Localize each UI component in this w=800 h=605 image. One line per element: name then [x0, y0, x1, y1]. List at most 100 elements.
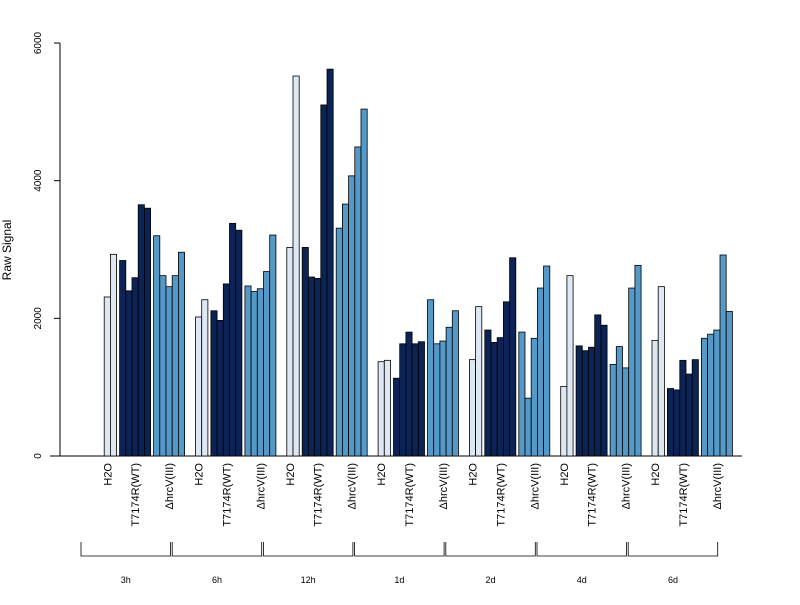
bar: [307, 276, 315, 457]
bar: [165, 286, 173, 457]
bar: [475, 306, 483, 457]
group-label: H2O: [376, 463, 388, 486]
bar: [725, 311, 733, 457]
bar: [490, 342, 498, 457]
bar: [411, 343, 419, 457]
bar: [496, 337, 504, 457]
bar: [110, 253, 118, 457]
timepoint-bracket: [80, 542, 171, 557]
group-label: T7174R(WT): [221, 463, 233, 527]
bar: [445, 326, 453, 457]
bar: [518, 331, 526, 457]
y-axis-label: Raw Signal: [0, 220, 14, 281]
group-label: H2O: [468, 463, 480, 486]
bar: [377, 361, 385, 457]
bar: [360, 108, 368, 457]
bar: [131, 277, 139, 457]
bar: [679, 359, 687, 457]
bar: [210, 310, 218, 457]
bar: [657, 286, 665, 457]
bar: [530, 337, 538, 457]
bar: [691, 359, 699, 457]
bar: [594, 314, 602, 457]
y-tick-label: 6000: [33, 31, 44, 54]
timepoint-bracket: [536, 542, 627, 557]
bar: [103, 296, 111, 457]
bar: [341, 203, 349, 457]
bar: [600, 324, 608, 457]
bar: [320, 104, 328, 457]
bar: [348, 175, 356, 457]
bar: [256, 288, 264, 457]
bar: [171, 275, 179, 457]
bar: [634, 264, 642, 457]
timepoint-label: 4d: [577, 575, 587, 585]
timepoint-brackets: 3h 6h 12h 1d 2d 4d 6d: [80, 542, 719, 585]
bar: [201, 299, 209, 457]
bar: [701, 337, 709, 457]
bar: [383, 359, 391, 457]
bar: [399, 343, 407, 457]
group-label: H2O: [194, 463, 206, 486]
bar: [439, 340, 447, 457]
group-label: H2O: [102, 463, 114, 486]
bar: [335, 227, 343, 457]
group-label: ΔhrcV(III): [621, 463, 633, 509]
bar: [609, 364, 617, 457]
bar: [543, 265, 551, 457]
bar: [216, 319, 224, 457]
timepoint-label: 2d: [486, 575, 496, 585]
timepoint-bracket: [171, 542, 263, 557]
group-label: ΔhrcV(III): [255, 463, 267, 509]
timepoint-label: 6h: [212, 575, 222, 585]
group-label: T7174R(WT): [495, 463, 507, 527]
bars: [103, 68, 733, 457]
bar: [615, 346, 623, 457]
group-label: ΔhrcV(III): [529, 463, 541, 509]
bar: [153, 235, 161, 457]
bar: [314, 278, 322, 457]
bar: [468, 359, 476, 457]
bar: [269, 234, 277, 457]
group-label: T7174R(WT): [130, 463, 142, 527]
group-label: ΔhrcV(III): [347, 463, 359, 509]
group-label: H2O: [559, 463, 571, 486]
bar: [433, 343, 441, 457]
bar: [524, 397, 532, 457]
timepoint-label: 12h: [301, 575, 316, 585]
group-label: ΔhrcV(III): [712, 463, 724, 509]
bar: [707, 333, 715, 457]
bar: [263, 271, 271, 457]
bar: [628, 287, 636, 457]
bar: [581, 350, 589, 457]
group-label: T7174R(WT): [587, 463, 599, 527]
timepoint-label: 1d: [394, 575, 404, 585]
bar: [222, 283, 230, 457]
bar: [354, 146, 362, 457]
bar: [566, 275, 574, 457]
timepoint-bracket: [627, 542, 719, 557]
timepoint-bracket: [445, 542, 536, 557]
group-labels: H2O T7174R(WT) ΔhrcV(III) H2O T7174R(WT) Δhrc…: [102, 463, 724, 527]
bar: [143, 207, 151, 457]
bar: [195, 316, 203, 457]
y-tick-label: 2000: [33, 307, 44, 330]
timepoint-bracket: [263, 542, 354, 557]
bar: [502, 301, 510, 457]
group-label: H2O: [650, 463, 662, 486]
bar: [575, 345, 583, 457]
bar: [667, 388, 675, 457]
bar: [393, 377, 401, 457]
bar: [235, 229, 243, 457]
bar: [622, 367, 630, 457]
bar: [137, 204, 145, 457]
bar: [560, 386, 568, 457]
y-tick-label: 4000: [33, 169, 44, 192]
bar: [301, 247, 309, 457]
bar: [509, 257, 517, 457]
bar: [244, 285, 252, 457]
group-label: ΔhrcV(III): [438, 463, 450, 509]
bar: [651, 339, 659, 457]
bar: [405, 331, 413, 457]
